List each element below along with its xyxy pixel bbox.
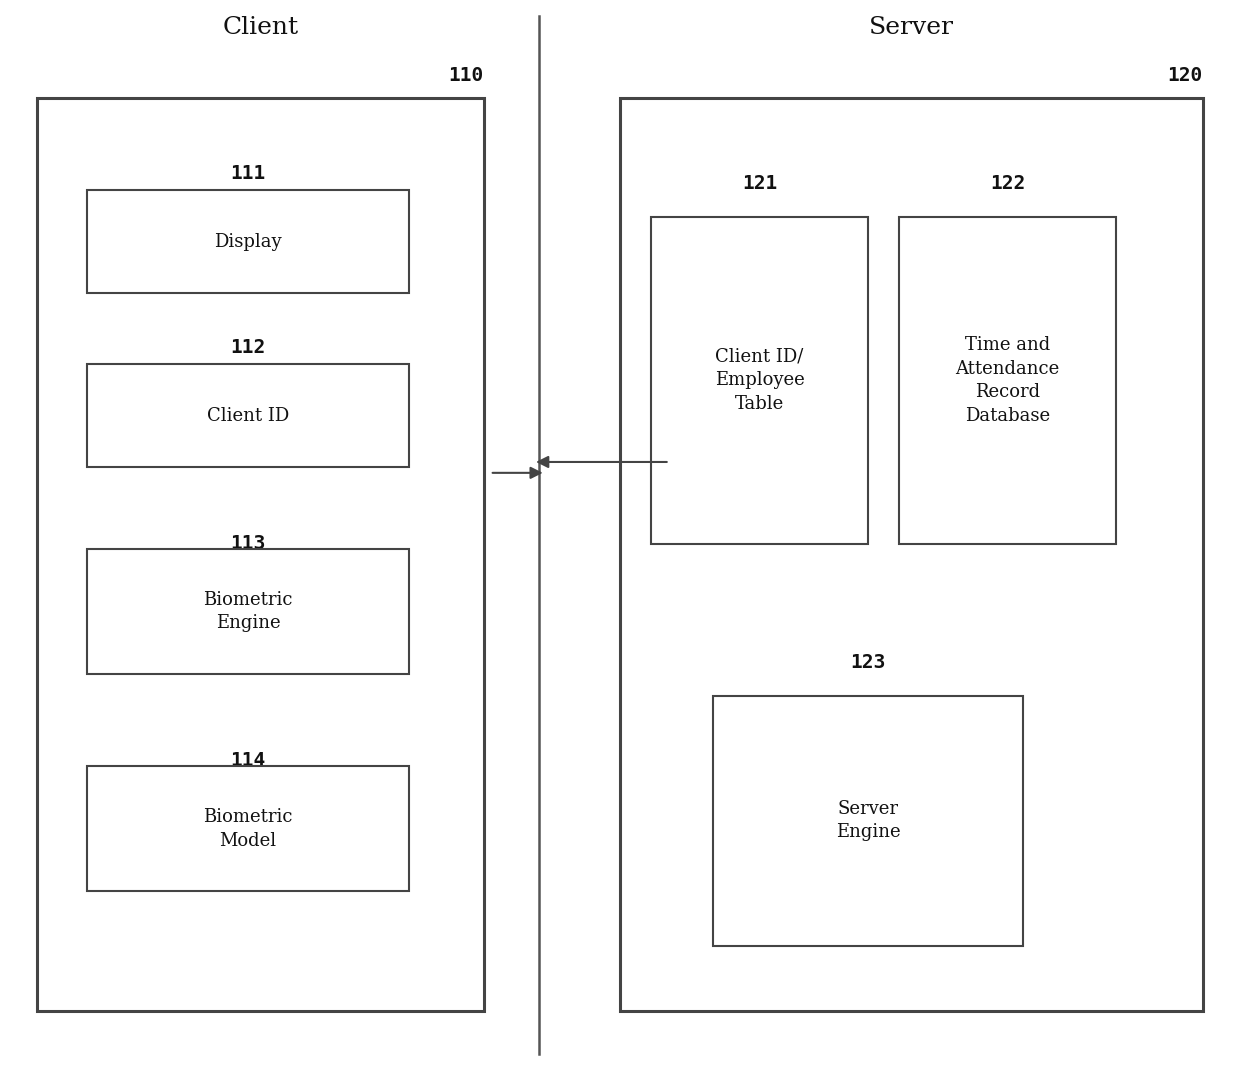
Text: Biometric
Engine: Biometric Engine — [203, 590, 293, 633]
Text: 114: 114 — [231, 751, 265, 771]
Text: 120: 120 — [1168, 66, 1203, 85]
Bar — [651, 217, 868, 544]
Text: 111: 111 — [231, 164, 265, 184]
Bar — [87, 766, 409, 891]
Bar — [87, 549, 409, 674]
Text: 122: 122 — [990, 175, 1025, 193]
Text: 121: 121 — [742, 175, 777, 193]
Text: 123: 123 — [851, 653, 885, 672]
Text: 110: 110 — [449, 66, 484, 85]
Bar — [37, 98, 484, 1011]
Bar — [87, 190, 409, 293]
Bar — [899, 217, 1116, 544]
Text: 112: 112 — [231, 338, 265, 358]
Text: Server
Engine: Server Engine — [836, 800, 900, 841]
Bar — [87, 364, 409, 467]
Text: 113: 113 — [231, 534, 265, 553]
Text: Client ID: Client ID — [207, 407, 289, 425]
Text: Server: Server — [869, 15, 954, 39]
Text: Client: Client — [222, 15, 299, 39]
Bar — [620, 98, 1203, 1011]
Text: Biometric
Model: Biometric Model — [203, 808, 293, 850]
Text: Display: Display — [215, 233, 281, 251]
Text: Time and
Attendance
Record
Database: Time and Attendance Record Database — [955, 336, 1060, 425]
Bar — [713, 696, 1023, 946]
Text: Client ID/
Employee
Table: Client ID/ Employee Table — [714, 348, 805, 413]
